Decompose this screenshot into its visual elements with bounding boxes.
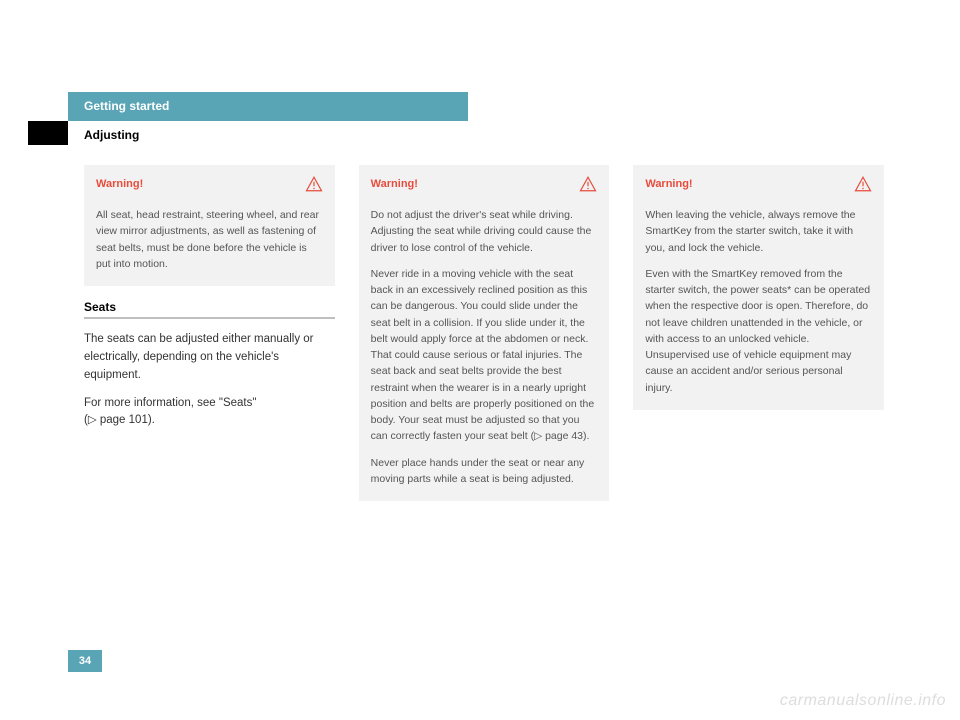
page-number: 34	[68, 650, 102, 672]
warning-box-1: Warning! All seat, head restraint, steer…	[84, 165, 335, 286]
watermark: carmanualsonline.info	[780, 692, 946, 710]
body-paragraph: The seats can be adjusted either manuall…	[84, 331, 335, 384]
warning-text: Never ride in a moving vehicle with the …	[371, 266, 598, 445]
warning-text: Never place hands under the seat or near…	[371, 455, 598, 488]
body-paragraph: For more information, see "Seats" (▷ pag…	[84, 395, 335, 431]
warning-label: Warning!	[371, 178, 418, 190]
warning-triangle-icon	[305, 175, 323, 193]
warning-triangle-icon	[854, 175, 872, 193]
warning-text: When leaving the vehicle, always remove …	[645, 207, 872, 256]
chapter-bar: Getting started	[68, 92, 468, 121]
column-1: Warning! All seat, head restraint, steer…	[84, 165, 335, 515]
column-3: Warning! When leaving the vehicle, alway…	[633, 165, 884, 515]
warning-body: When leaving the vehicle, always remove …	[633, 201, 884, 410]
warning-header: Warning!	[84, 165, 335, 201]
warning-label: Warning!	[96, 178, 143, 190]
warning-text: Even with the SmartKey removed from the …	[645, 266, 872, 396]
warning-body: Do not adjust the driver's seat while dr…	[359, 201, 610, 501]
subheading-rule	[84, 317, 335, 319]
manual-page: Getting started Adjusting Warning! All s…	[0, 0, 960, 720]
warning-triangle-icon	[579, 175, 597, 193]
warning-header: Warning!	[359, 165, 610, 201]
chapter-title: Getting started	[84, 99, 169, 113]
subheading-seats: Seats	[84, 300, 335, 314]
warning-box-2: Warning! Do not adjust the driver's seat…	[359, 165, 610, 501]
warning-header: Warning!	[633, 165, 884, 201]
column-2: Warning! Do not adjust the driver's seat…	[359, 165, 610, 515]
body-text-line: For more information, see "Seats"	[84, 397, 256, 409]
warning-text: All seat, head restraint, steering wheel…	[96, 207, 323, 272]
body-text-line: (▷ page 101).	[84, 414, 155, 426]
content-columns: Warning! All seat, head restraint, steer…	[84, 165, 884, 515]
warning-body: All seat, head restraint, steering wheel…	[84, 201, 335, 286]
side-tab	[28, 121, 68, 145]
section-title: Adjusting	[84, 128, 139, 142]
warning-text: Do not adjust the driver's seat while dr…	[371, 207, 598, 256]
warning-box-3: Warning! When leaving the vehicle, alway…	[633, 165, 884, 410]
warning-label: Warning!	[645, 178, 692, 190]
